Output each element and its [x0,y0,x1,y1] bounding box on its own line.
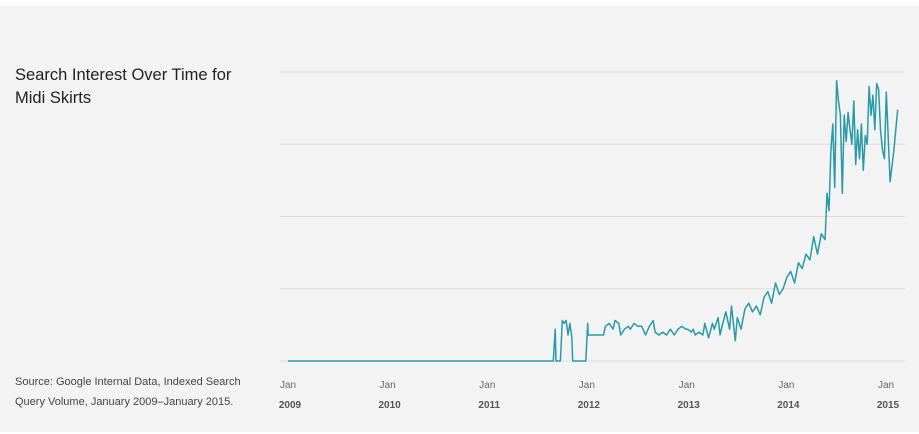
x-tick-label-year: 2010 [378,400,401,411]
x-tick-label-month: Jan [778,380,794,391]
gridlines [280,71,905,362]
x-tick-label-year: 2009 [279,400,302,411]
x-tick-label-month: Jan [579,380,595,391]
x-tick-label-year: 2013 [678,400,701,411]
source-note: Source: Google Internal Data, Indexed Se… [15,376,241,408]
x-tick-label-month: Jan [679,380,695,391]
x-tick-label-month: Jan [479,380,495,391]
x-tick-label-month: Jan [280,380,296,391]
x-tick-label-year: 2015 [877,400,900,411]
series-group [288,79,899,362]
x-tick-label-year: 2014 [777,400,800,411]
x-tick-label-month: Jan [380,380,396,391]
x-tick-label-year: 2012 [578,400,601,411]
chart-title: Search Interest Over Time for Midi Skirt… [15,66,232,107]
series-line [288,79,899,362]
x-axis-ticks: Jan 2009 Jan 2010 Jan 2011 Jan 2012 Jan 2013 Jan 20… [279,380,900,411]
x-tick-label-month: Jan [878,380,894,391]
x-tick-label-year: 2011 [478,400,500,411]
